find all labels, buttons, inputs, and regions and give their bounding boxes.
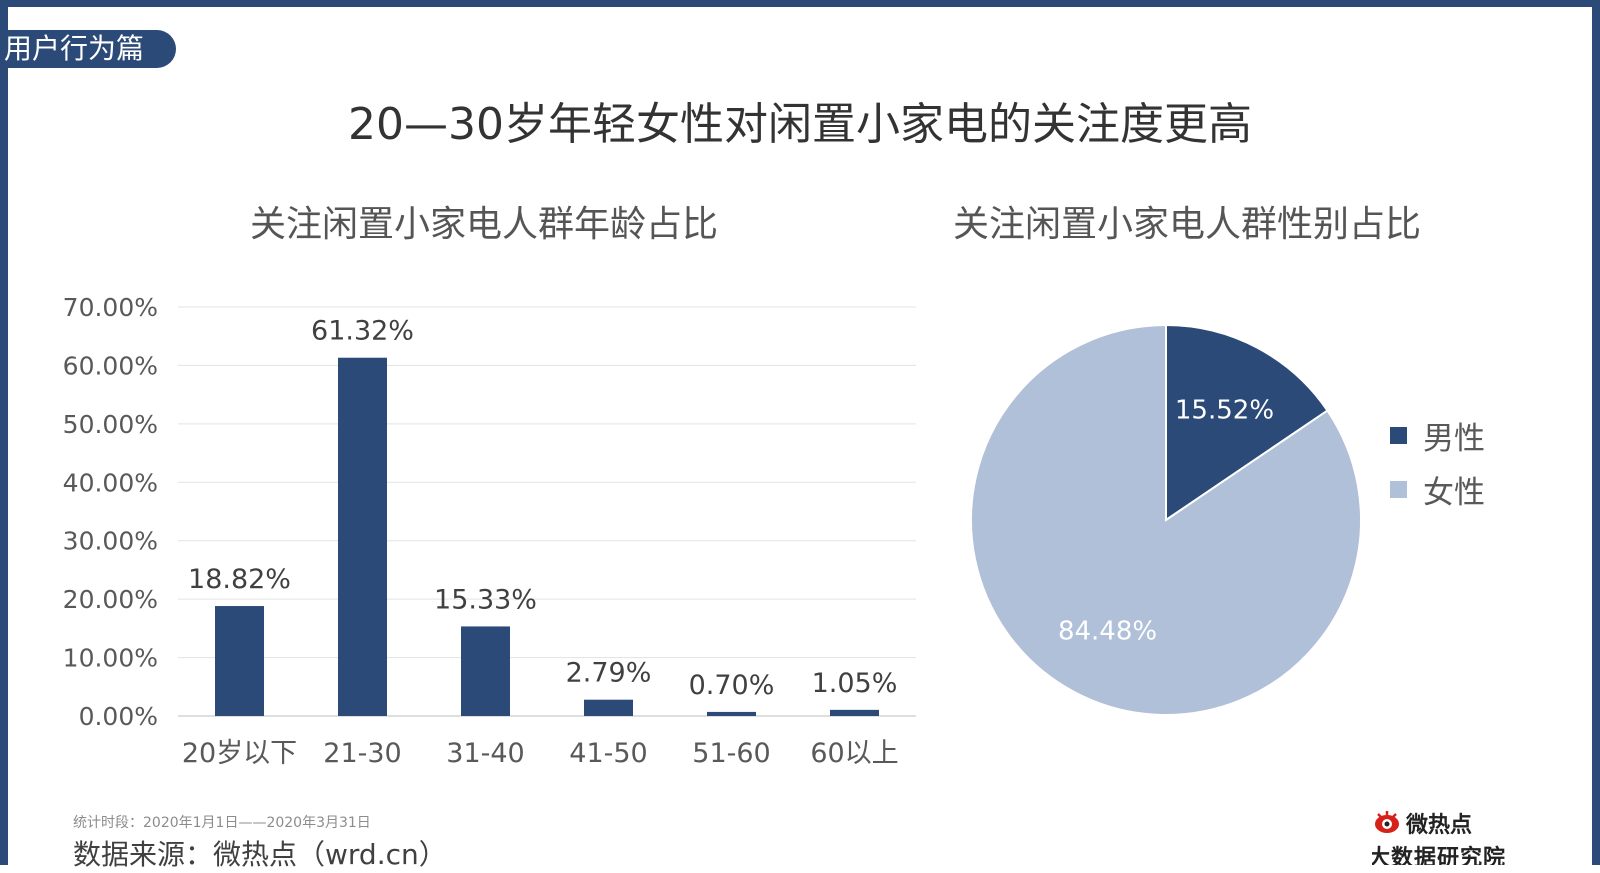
frame-top-border xyxy=(0,0,1600,7)
bar-value-label: 61.32% xyxy=(311,316,414,347)
x-tick-label: 31-40 xyxy=(446,738,524,769)
y-tick-label: 40.00% xyxy=(63,468,158,497)
frame-left-border xyxy=(0,0,8,865)
y-tick-label: 50.00% xyxy=(63,410,158,439)
y-tick-label: 20.00% xyxy=(63,585,158,614)
x-tick-label: 20岁以下 xyxy=(182,738,297,769)
age-bar-chart: 0.00% 10.00% 20.00% 30.00% 40.00% 50.00% 60.00… xyxy=(63,293,916,769)
bar-chart-title: 关注闲置小家电人群年龄占比 xyxy=(250,204,719,245)
bar-value-label: 1.05% xyxy=(812,668,898,699)
pie-value-label: 84.48% xyxy=(1058,616,1157,646)
logo-text-secondary: 大数据研究院 xyxy=(1372,846,1507,865)
footer-source: 数据来源：微热点（wrd.cn） xyxy=(73,838,447,871)
legend-label-male: 男性 xyxy=(1423,420,1485,457)
bar-value-label: 18.82% xyxy=(188,564,291,595)
y-tick-label: 0.00% xyxy=(79,702,158,731)
y-tick-label: 70.00% xyxy=(63,293,158,322)
bar-31-40 xyxy=(461,626,510,716)
legend-label-female: 女性 xyxy=(1423,474,1485,511)
footer-period: 统计时段：2020年1月1日——2020年3月31日 xyxy=(73,815,371,831)
y-tick-label: 60.00% xyxy=(63,351,158,380)
pie-value-label: 15.52% xyxy=(1175,396,1274,426)
bar-value-label: 15.33% xyxy=(434,584,537,615)
bar-20岁以下 xyxy=(215,606,264,716)
y-tick-label: 30.00% xyxy=(63,527,158,556)
legend-swatch-female xyxy=(1390,480,1407,498)
weiredian-logo: 微热点 大数据研究院 xyxy=(1372,808,1522,865)
bar-60以上 xyxy=(830,709,879,716)
pie-slice-女性 xyxy=(970,323,1363,716)
pie-legend: 男性 女性 xyxy=(1390,408,1485,516)
pie-slice-男性 xyxy=(1165,323,1329,522)
x-tick-label: 51-60 xyxy=(692,738,770,769)
x-tick-label: 41-50 xyxy=(569,738,647,769)
gender-pie-chart: 15.52% 84.48% xyxy=(970,323,1363,716)
section-tag: 用户行为篇 xyxy=(0,30,176,68)
legend-item-female: 女性 xyxy=(1390,462,1485,516)
bar-41-50 xyxy=(584,699,633,716)
logo-text-primary: 微热点 xyxy=(1406,813,1473,838)
eye-logo-icon xyxy=(1375,811,1399,833)
pie-chart-title: 关注闲置小家电人群性别占比 xyxy=(953,204,1422,245)
frame-right-border xyxy=(1592,0,1600,865)
x-tick-label: 21-30 xyxy=(323,738,401,769)
bar-51-60 xyxy=(707,711,756,716)
legend-swatch-male xyxy=(1390,426,1407,444)
bar-value-label: 2.79% xyxy=(566,658,652,689)
bar-21-30 xyxy=(338,357,387,716)
bar-value-label: 0.70% xyxy=(689,670,775,701)
legend-item-male: 男性 xyxy=(1390,408,1485,462)
x-tick-label: 60以上 xyxy=(810,738,898,769)
y-tick-label: 10.00% xyxy=(63,644,158,673)
page-title: 20—30岁年轻女性对闲置小家电的关注度更高 xyxy=(348,99,1252,150)
